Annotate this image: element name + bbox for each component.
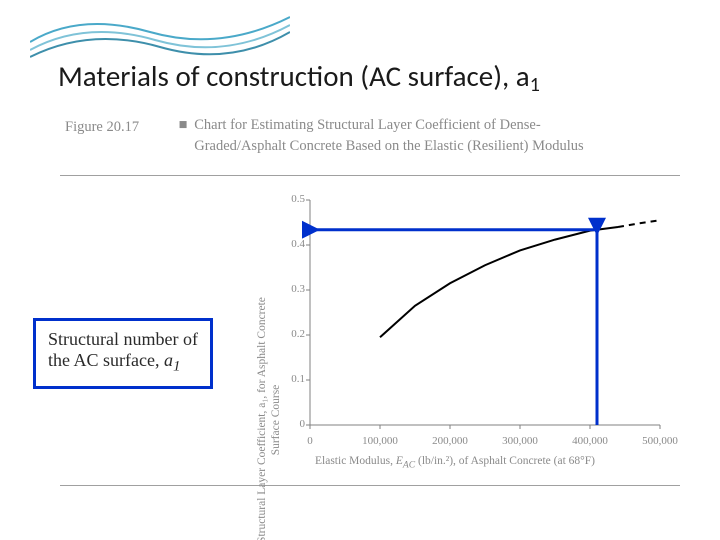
y-tick-label: 0.1 bbox=[265, 373, 305, 385]
y-tick-label: 0 bbox=[265, 418, 305, 430]
x-tick-label: 0 bbox=[280, 435, 340, 447]
y-tick-label: 0.4 bbox=[265, 238, 305, 250]
x-tick-label: 100,000 bbox=[350, 435, 410, 447]
x-axis-label: Elastic Modulus, EAC (lb/in.²), of Aspha… bbox=[240, 455, 670, 470]
x-tick-label: 300,000 bbox=[490, 435, 550, 447]
y-tick-label: 0.3 bbox=[265, 283, 305, 295]
slide: { "decoration": { "wave_colors": ["#4aa9… bbox=[0, 0, 720, 540]
x-tick-label: 400,000 bbox=[560, 435, 620, 447]
figure-number: Figure 20.17 bbox=[65, 117, 175, 138]
divider-bottom bbox=[60, 485, 680, 486]
figure-text: Chart for Estimating Structural Layer Co… bbox=[194, 115, 584, 157]
decor-waves bbox=[30, 2, 290, 62]
x-tick-label: 500,000 bbox=[630, 435, 690, 447]
y-tick-label: 0.5 bbox=[265, 193, 305, 205]
x-tick-label: 200,000 bbox=[420, 435, 480, 447]
divider-top bbox=[60, 175, 680, 176]
bullet-icon: ■ bbox=[179, 115, 191, 136]
callout-box: Structural number ofthe AC surface, a1 bbox=[33, 318, 213, 389]
figure-caption: Figure 20.17 ■ Chart for Estimating Stru… bbox=[65, 115, 584, 157]
slide-title: Materials of construction (AC surface), … bbox=[58, 58, 540, 97]
chart: Structural Layer Coefficient, a₁, for As… bbox=[240, 195, 670, 480]
y-tick-label: 0.2 bbox=[265, 328, 305, 340]
